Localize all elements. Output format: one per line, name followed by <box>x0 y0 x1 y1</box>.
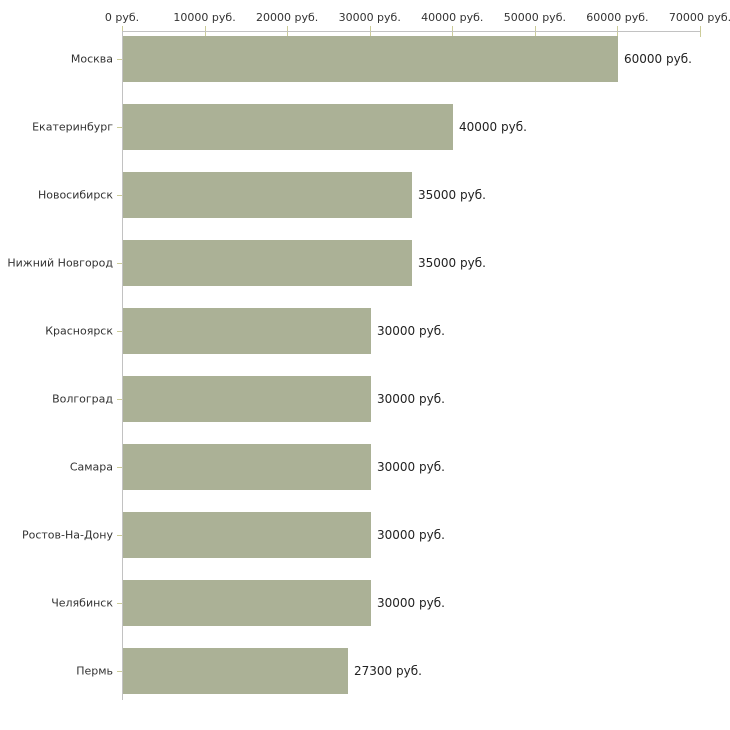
category-tick-mark <box>117 535 122 536</box>
category-tick-mark <box>117 671 122 672</box>
value-label: 30000 руб. <box>377 392 445 406</box>
value-label: 60000 руб. <box>624 52 692 66</box>
value-label: 35000 руб. <box>418 188 486 202</box>
value-label: 30000 руб. <box>377 528 445 542</box>
bar-8 <box>123 512 371 558</box>
category-label: Новосибирск <box>37 188 113 202</box>
category-label: Нижний Новгород <box>7 256 113 270</box>
category-tick-mark <box>117 331 122 332</box>
x-axis-tick-label: 20000 руб. <box>256 11 319 24</box>
bar-3 <box>123 172 412 218</box>
x-axis-tick-label: 70000 руб. <box>668 11 730 24</box>
y-axis-line <box>122 31 123 700</box>
value-label: 30000 руб. <box>377 324 445 338</box>
category-label: Самара <box>69 460 113 474</box>
bar-4 <box>123 240 412 286</box>
x-axis-tick-label: 40000 руб. <box>421 11 484 24</box>
category-label: Волгоград <box>52 392 113 406</box>
value-label: 30000 руб. <box>377 596 445 610</box>
x-axis-tick-label: 10000 руб. <box>173 11 236 24</box>
bar-7 <box>123 444 371 490</box>
category-tick-mark <box>117 399 122 400</box>
category-label: Ростов-На-Дону <box>21 528 113 542</box>
category-label: Екатеринбург <box>32 120 113 134</box>
x-axis-tick-label: 60000 руб. <box>586 11 649 24</box>
category-label: Красноярск <box>45 324 113 338</box>
value-label: 40000 руб. <box>459 120 527 134</box>
bar-5 <box>123 308 371 354</box>
x-axis-tick-mark <box>700 26 701 37</box>
value-label: 35000 руб. <box>418 256 486 270</box>
bar-6 <box>123 376 371 422</box>
x-axis-tick-label: 0 руб. <box>104 11 140 24</box>
bar-2 <box>123 104 453 150</box>
bar-9 <box>123 580 371 626</box>
category-tick-mark <box>117 467 122 468</box>
bar-1 <box>123 36 618 82</box>
value-label: 30000 руб. <box>377 460 445 474</box>
category-label: Пермь <box>76 664 113 678</box>
value-label: 27300 руб. <box>354 664 422 678</box>
category-tick-mark <box>117 127 122 128</box>
bar-10 <box>123 648 348 694</box>
category-tick-mark <box>117 195 122 196</box>
x-axis-tick-label: 30000 руб. <box>338 11 401 24</box>
x-axis-tick-label: 50000 руб. <box>503 11 566 24</box>
category-tick-mark <box>117 263 122 264</box>
x-axis-line <box>122 31 700 32</box>
category-tick-mark <box>117 59 122 60</box>
category-tick-mark <box>117 603 122 604</box>
category-label: Москва <box>70 52 113 66</box>
category-label: Челябинск <box>51 596 113 610</box>
